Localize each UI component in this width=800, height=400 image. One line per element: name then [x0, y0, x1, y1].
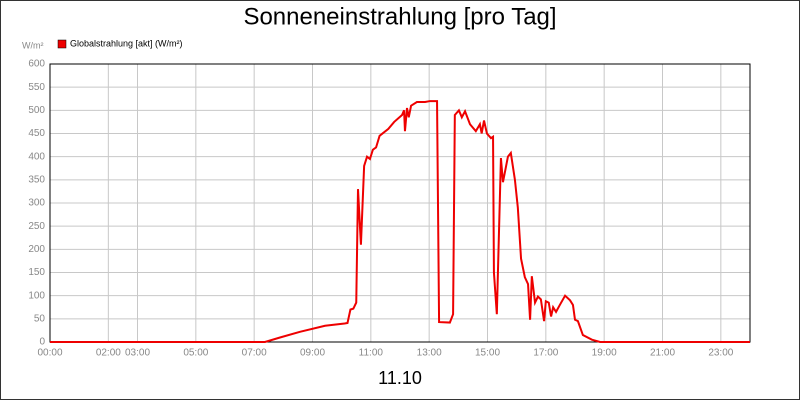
legend-swatch [57, 39, 67, 49]
y-tick-label: 150 [28, 267, 45, 278]
x-tick-label: 23:00 [708, 348, 733, 359]
y-tick-label: 250 [28, 221, 45, 232]
x-axis-label: 11.10 [378, 368, 422, 388]
y-tick-label: 550 [28, 82, 45, 93]
plot-area [49, 63, 751, 343]
x-tick-label: 13:00 [417, 348, 442, 359]
chart-title: Sonneneinstrahlung [pro Tag] [243, 3, 556, 30]
y-tick-label: 50 [34, 313, 46, 324]
y-tick-label: 200 [28, 244, 45, 255]
y-tick-label: 0 [39, 337, 45, 348]
y-tick-label: 300 [28, 198, 45, 209]
x-tick-label: 11:00 [359, 348, 384, 359]
x-tick-label: 02:00 [96, 348, 121, 359]
x-tick-label: 05:00 [183, 348, 208, 359]
x-tick-label: 15:00 [475, 348, 500, 359]
x-tick-label: 07:00 [242, 348, 267, 359]
x-tick-label: 19:00 [592, 348, 617, 359]
y-axis-label: W/m² [22, 40, 44, 50]
y-tick-label: 500 [28, 105, 45, 116]
x-tick-label: 17:00 [533, 348, 558, 359]
x-tick-label: 00:00 [37, 348, 62, 359]
x-tick-label: 09:00 [300, 348, 325, 359]
y-tick-label: 450 [28, 128, 45, 139]
y-tick-label: 400 [28, 151, 45, 162]
x-tick-label: 21:00 [650, 348, 675, 359]
y-tick-label: 600 [28, 59, 45, 70]
legend-label: Globalstrahlung [akt] (W/m²) [70, 38, 183, 48]
y-tick-label: 350 [28, 174, 45, 185]
y-tick-label: 100 [28, 290, 45, 301]
x-tick-label: 03:00 [125, 348, 150, 359]
line [50, 100, 750, 343]
